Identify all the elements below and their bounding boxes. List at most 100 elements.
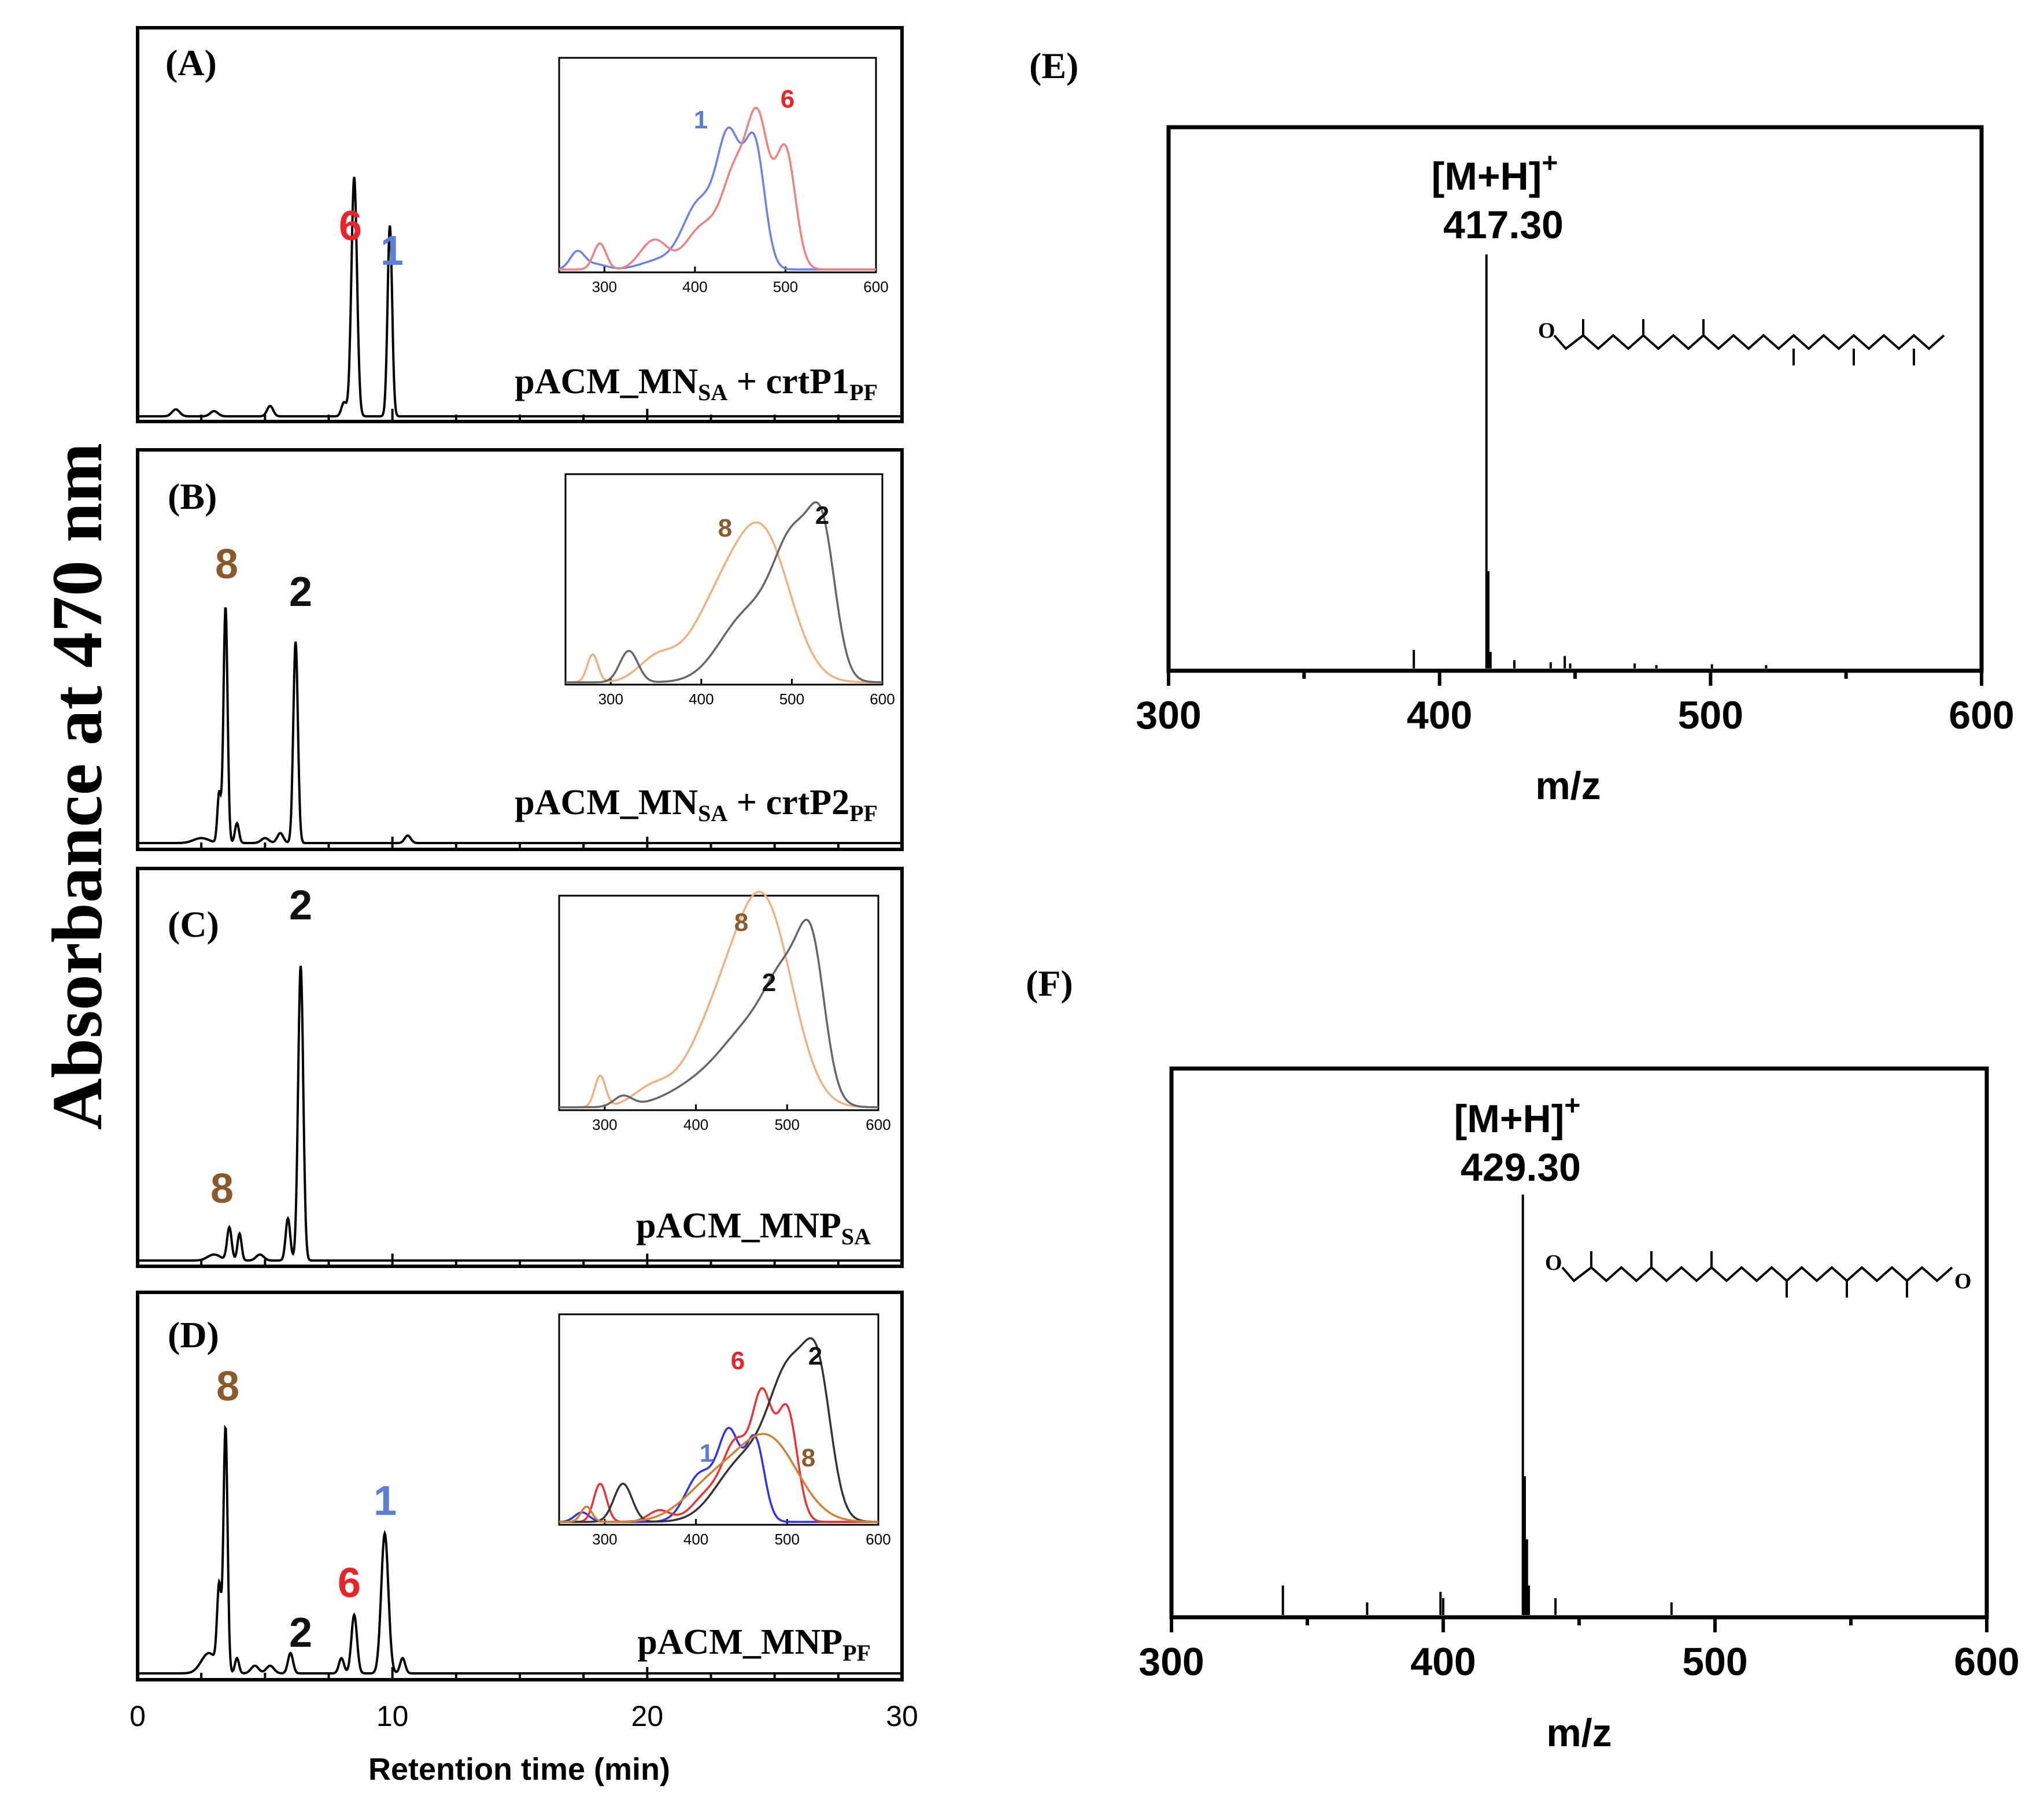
structure-e-chain <box>1553 334 1945 350</box>
structure-f-oxygen-right: O <box>1954 1269 1972 1293</box>
panel-c-strain: pACM_MNPSA <box>636 1206 871 1250</box>
inset-tick-label: 300 <box>592 278 617 295</box>
panel-f-ticks: 300 400 500 600 <box>1139 1617 2020 1684</box>
panel-e-ion: [M+H]+ <box>1432 148 1558 198</box>
x-tick-label: 30 <box>886 1700 918 1732</box>
panel-f-spectrum <box>1281 1195 1673 1615</box>
panel-f-xlabel: m/z <box>1546 1711 1611 1755</box>
panel-c-inset-frame <box>558 895 879 1111</box>
panel-d-inset-line-2 <box>559 1337 878 1523</box>
inset-label-1: 1 <box>700 1439 714 1468</box>
panel-a-inset-frame <box>558 57 877 273</box>
inset-tick-label: 600 <box>863 278 888 295</box>
inset-tick-label: 500 <box>773 278 798 295</box>
peak-label-6: 6 <box>339 203 362 249</box>
panel-b: (B) 8 2 pACM_MNSA + crtP2PF 300 400 500 600… <box>136 448 904 851</box>
y-axis-title: Absorbance at 470 nm <box>38 443 117 1130</box>
inset-label-2: 2 <box>762 969 776 997</box>
panel-d-inset-frame <box>558 1313 879 1526</box>
inset-tick-label: 300 <box>592 1116 617 1133</box>
inset-tick-label: 600 <box>870 690 895 708</box>
panel-c-inset-line-2 <box>559 918 878 1108</box>
inset-tick-label: 400 <box>682 278 707 295</box>
inset-tick-label: 500 <box>775 1531 800 1548</box>
peak-label-2: 2 <box>289 882 312 929</box>
panel-a-inset-line-6 <box>559 106 876 271</box>
inset-label-8: 8 <box>801 1444 815 1472</box>
inset-label-8: 8 <box>734 908 748 937</box>
panel-e-mz-value: 417.30 <box>1443 203 1564 247</box>
inset-label-2: 2 <box>808 1342 822 1370</box>
panel-a-trace <box>138 176 902 417</box>
peak-label-8: 8 <box>216 1363 239 1410</box>
peak-label-6: 6 <box>338 1560 361 1606</box>
panel-e-xlabel: m/z <box>1535 764 1601 808</box>
inset-tick-label: 300 <box>598 690 623 708</box>
structure-e: O <box>1538 319 1945 365</box>
structure-e-oxygen: O <box>1538 319 1555 343</box>
ms-tick-label: 300 <box>1139 1640 1204 1684</box>
peak-label-8: 8 <box>215 541 238 587</box>
peak-label-1: 1 <box>374 1478 397 1524</box>
inset-tick-label: 500 <box>775 1116 800 1133</box>
ms-tick-label: 600 <box>1954 1640 2019 1684</box>
inset-label-1: 1 <box>694 106 708 134</box>
panel-e-frame <box>1166 125 1984 673</box>
panel-a-tag: (A) <box>165 42 217 83</box>
panel-d-trace <box>138 1424 902 1675</box>
panel-b-inset-line-8 <box>565 521 882 683</box>
inset-tick-label: 400 <box>689 690 714 708</box>
structure-f-chain <box>1561 1266 1953 1282</box>
inset-label-8: 8 <box>718 514 732 542</box>
panel-c-inset-ticks: 300 400 500 600 <box>592 1104 891 1133</box>
panel-e: (E) 300 400 500 600 [M+H]+ 417.30 m/z O <box>1029 45 2015 808</box>
panel-b-strain: pACM_MNSA + crtP2PF <box>515 783 878 826</box>
panel-d-inset-line-6 <box>559 1387 878 1523</box>
panel-a-inset-ticks: 300 400 500 600 <box>592 267 889 295</box>
x-tick-label: 0 <box>130 1700 146 1732</box>
panel-d-inset-line-8 <box>559 1433 878 1523</box>
ms-tick-label: 300 <box>1136 693 1201 737</box>
x-axis-title: Retention time (min) <box>368 1752 670 1787</box>
panel-f-tag: (F) <box>1026 963 1073 1004</box>
ms-tick-label: 500 <box>1678 693 1743 737</box>
ms-tick-label: 400 <box>1407 693 1472 737</box>
ms-tick-label: 400 <box>1410 1640 1476 1684</box>
inset-tick-label: 400 <box>683 1531 708 1548</box>
inset-tick-label: 600 <box>866 1531 890 1548</box>
inset-tick-label: 600 <box>866 1116 890 1133</box>
panel-c: (C) 2 8 pACM_MNPSA 300 400 500 600 8 2 <box>136 867 904 1268</box>
panel-e-ticks: 300 400 500 600 <box>1136 671 2015 737</box>
inset-tick-label: 300 <box>592 1531 617 1548</box>
ms-tick-label: 600 <box>1949 693 2014 737</box>
panel-d-tag: (D) <box>168 1314 219 1355</box>
panel-b-inset-ticks: 300 400 500 600 <box>598 679 895 708</box>
panel-f-ion: [M+H]+ <box>1454 1091 1581 1141</box>
structure-f: O O <box>1545 1251 1972 1298</box>
peak-label-2: 2 <box>289 1610 312 1656</box>
panel-b-inset-frame <box>564 473 884 686</box>
panel-b-inset-line-2 <box>565 501 882 683</box>
panel-f-mz-value: 429.30 <box>1461 1145 1581 1189</box>
panel-b-trace <box>138 607 902 844</box>
panel-c-trace <box>138 966 902 1262</box>
inset-label-2: 2 <box>815 501 829 530</box>
panel-a: (A) 6 1 pACM_MNSA + crtP1PF 300 400 500 600… <box>136 26 904 423</box>
panel-e-spectrum <box>1413 254 1768 668</box>
panel-a-strain: pACM_MNSA + crtP1PF <box>515 362 878 405</box>
structure-f-oxygen-left: O <box>1545 1251 1562 1275</box>
panel-d: 0 10 20 30 (D) 8 2 6 1 pACM_MNPPF 300 400 500… <box>130 1291 918 1732</box>
panel-c-tag: (C) <box>168 904 219 945</box>
x-tick-label: 10 <box>376 1700 409 1732</box>
inset-tick-label: 500 <box>779 690 804 708</box>
ms-tick-label: 500 <box>1682 1640 1747 1684</box>
panel-e-tag: (E) <box>1029 45 1078 86</box>
inset-label-6: 6 <box>731 1347 745 1375</box>
inset-tick-label: 400 <box>683 1116 708 1133</box>
panel-d-ticks: 0 10 20 30 <box>130 1667 918 1732</box>
peak-label-1: 1 <box>380 228 404 274</box>
peak-label-8: 8 <box>210 1166 234 1212</box>
peak-label-2: 2 <box>289 569 312 615</box>
panel-b-tag: (B) <box>168 476 217 517</box>
